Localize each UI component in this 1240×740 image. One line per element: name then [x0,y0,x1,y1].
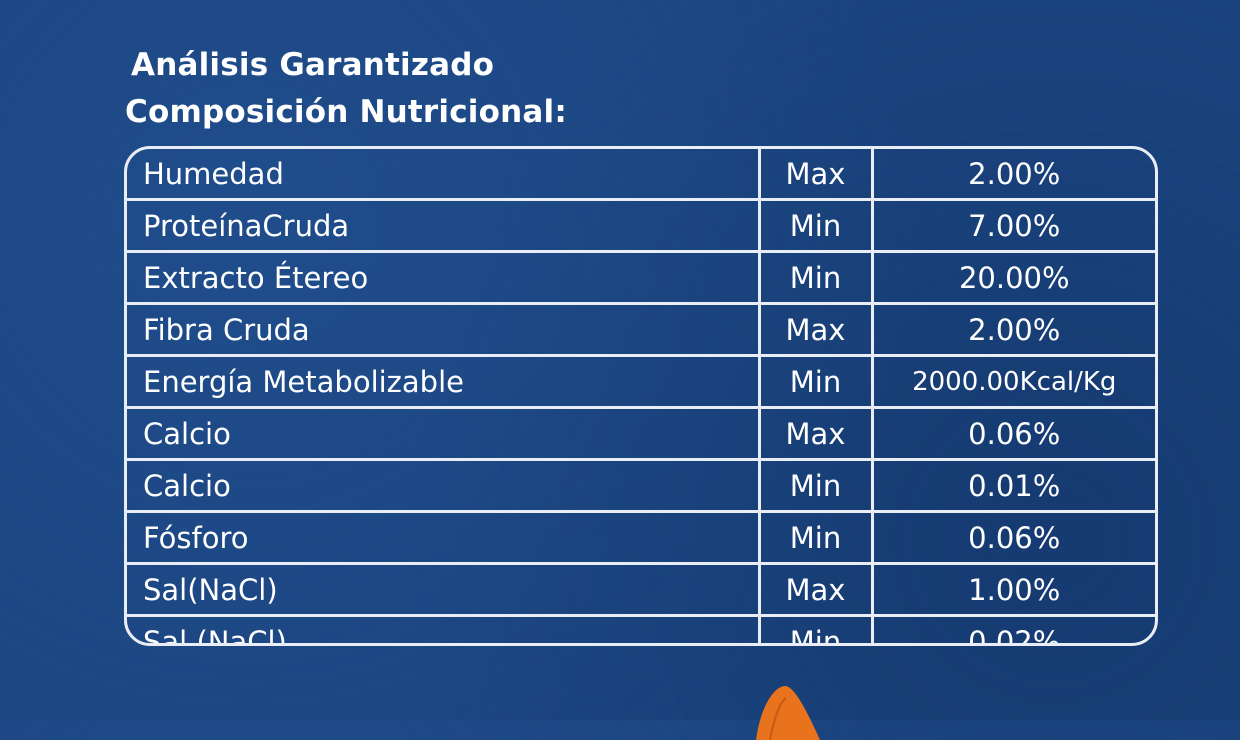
table-row: Extracto Étereo Min 20.00% [127,251,1155,305]
nutrient-limit: Min [759,511,874,565]
nutrition-table-grid: Humedad Max 2.00% ProteínaCruda Min 7.00… [127,149,1155,646]
page-title: Análisis Garantizado Composición Nutrici… [125,42,567,136]
nutrient-limit: Max [759,563,874,617]
table-row: Sal(NaCl) Max 1.00% [127,563,1155,617]
nutrient-limit: Min [759,459,874,513]
nutrient-limit: Min [759,615,874,643]
nutrient-value: 0.01% [872,459,1155,513]
nutrient-limit: Max [759,407,874,461]
nutrient-name: Energía Metabolizable [127,355,761,409]
nutrient-name: Extracto Étereo [127,251,761,305]
nutrient-name: Humedad [127,149,761,201]
nutrient-value: 2000.00Kcal/Kg [872,355,1155,409]
nutrient-name: Fibra Cruda [127,303,761,357]
nutrient-name: Sal (NaCl) [127,615,761,643]
nutrient-value: 1.00% [872,563,1155,617]
table-row: Fósforo Min 0.06% [127,511,1155,565]
nutrient-name: Calcio [127,459,761,513]
nutrient-name: Calcio [127,407,761,461]
table-row: Calcio Max 0.06% [127,407,1155,461]
table-row: Sal (NaCl) Min 0.02% [127,615,1155,646]
nutrient-value: 2.00% [872,149,1155,201]
nutrient-limit: Max [759,149,874,201]
table-row: Calcio Min 0.01% [127,459,1155,513]
nutrient-limit: Max [759,303,874,357]
nutrient-value: 0.02% [968,624,1061,646]
nutrient-value: 20.00% [872,251,1155,305]
orange-fin-icon [756,685,820,740]
nutrient-name: Fósforo [127,511,761,565]
table-row: ProteínaCruda Min 7.00% [127,199,1155,253]
nutrient-value: 7.00% [872,199,1155,253]
table-row: Energía Metabolizable Min 2000.00Kcal/Kg [127,355,1155,409]
table-row: Fibra Cruda Max 2.00% [127,303,1155,357]
nutrient-limit: Min [759,251,874,305]
nutrient-name: ProteínaCruda [127,199,761,253]
nutrient-value: 2.00% [872,303,1155,357]
nutrient-value: 0.06% [872,407,1155,461]
nutrient-limit: Min [759,199,874,253]
nutrient-name: Sal(NaCl) [127,563,761,617]
title-line-composition: Composición Nutricional: [125,94,567,130]
nutrient-value: 0.06% [872,511,1155,565]
nutrition-table: Humedad Max 2.00% ProteínaCruda Min 7.00… [124,146,1158,646]
table-row: Humedad Max 2.00% [127,149,1155,201]
title-line-analysis: Análisis Garantizado [131,47,495,83]
nutrient-limit: Min [759,355,874,409]
